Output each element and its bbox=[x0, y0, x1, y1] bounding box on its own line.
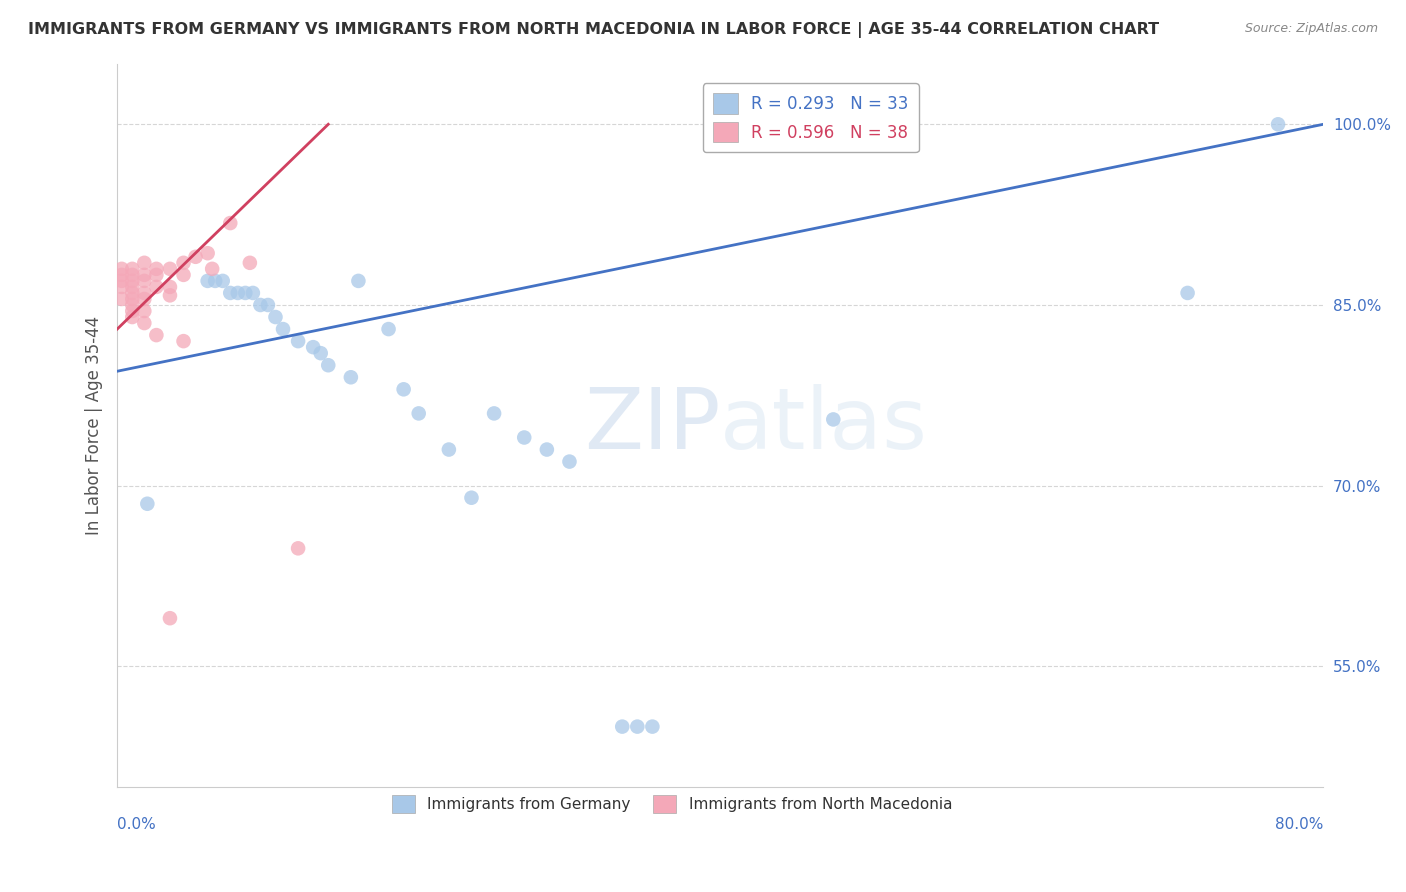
Point bbox=[287, 334, 309, 348]
Point bbox=[197, 274, 219, 288]
Point bbox=[1177, 285, 1199, 300]
Point bbox=[159, 261, 181, 276]
Point bbox=[159, 288, 181, 302]
Point bbox=[197, 246, 219, 260]
Point bbox=[121, 304, 143, 318]
Point bbox=[134, 274, 156, 288]
Point bbox=[309, 346, 332, 360]
Point bbox=[184, 250, 207, 264]
Point bbox=[641, 720, 664, 734]
Point bbox=[173, 256, 195, 270]
Point bbox=[121, 285, 143, 300]
Point bbox=[437, 442, 460, 457]
Point bbox=[121, 298, 143, 312]
Point bbox=[173, 268, 195, 282]
Point bbox=[302, 340, 325, 354]
Point bbox=[145, 328, 167, 343]
Point bbox=[257, 298, 280, 312]
Point bbox=[558, 454, 581, 468]
Point bbox=[226, 285, 249, 300]
Point bbox=[134, 256, 156, 270]
Point bbox=[249, 298, 271, 312]
Point bbox=[347, 274, 370, 288]
Point bbox=[612, 720, 634, 734]
Point bbox=[111, 268, 134, 282]
Point bbox=[242, 285, 264, 300]
Point bbox=[111, 274, 134, 288]
Text: IMMIGRANTS FROM GERMANY VS IMMIGRANTS FROM NORTH MACEDONIA IN LABOR FORCE | AGE : IMMIGRANTS FROM GERMANY VS IMMIGRANTS FR… bbox=[28, 22, 1159, 38]
Point bbox=[233, 285, 256, 300]
Point bbox=[219, 285, 242, 300]
Text: 80.0%: 80.0% bbox=[1275, 817, 1323, 832]
Point bbox=[1267, 117, 1289, 131]
Point bbox=[121, 310, 143, 324]
Text: 0.0%: 0.0% bbox=[117, 817, 156, 832]
Text: atlas: atlas bbox=[720, 384, 928, 467]
Point bbox=[111, 261, 134, 276]
Point bbox=[408, 406, 430, 420]
Point bbox=[121, 280, 143, 294]
Point bbox=[159, 611, 181, 625]
Point bbox=[121, 268, 143, 282]
Point bbox=[145, 268, 167, 282]
Point bbox=[340, 370, 363, 384]
Point bbox=[271, 322, 294, 336]
Point bbox=[239, 256, 262, 270]
Point bbox=[173, 334, 195, 348]
Point bbox=[121, 274, 143, 288]
Point bbox=[159, 280, 181, 294]
Point bbox=[121, 261, 143, 276]
Point bbox=[287, 541, 309, 556]
Point bbox=[264, 310, 287, 324]
Point bbox=[134, 292, 156, 306]
Point bbox=[145, 261, 167, 276]
Point bbox=[134, 316, 156, 330]
Point bbox=[204, 274, 226, 288]
Point bbox=[134, 304, 156, 318]
Point bbox=[134, 285, 156, 300]
Legend: Immigrants from Germany, Immigrants from North Macedonia: Immigrants from Germany, Immigrants from… bbox=[382, 786, 962, 822]
Text: ZIP: ZIP bbox=[583, 384, 720, 467]
Point bbox=[316, 358, 339, 372]
Y-axis label: In Labor Force | Age 35-44: In Labor Force | Age 35-44 bbox=[86, 316, 103, 535]
Point bbox=[111, 280, 134, 294]
Point bbox=[201, 261, 224, 276]
Point bbox=[823, 412, 845, 426]
Point bbox=[219, 216, 242, 230]
Point bbox=[136, 497, 159, 511]
Point bbox=[482, 406, 505, 420]
Point bbox=[536, 442, 558, 457]
Point bbox=[134, 268, 156, 282]
Text: Source: ZipAtlas.com: Source: ZipAtlas.com bbox=[1244, 22, 1378, 36]
Point bbox=[121, 292, 143, 306]
Point bbox=[145, 280, 167, 294]
Point bbox=[626, 720, 648, 734]
Point bbox=[460, 491, 482, 505]
Point bbox=[377, 322, 399, 336]
Point bbox=[392, 382, 415, 396]
Point bbox=[111, 292, 134, 306]
Point bbox=[513, 430, 536, 444]
Point bbox=[211, 274, 233, 288]
